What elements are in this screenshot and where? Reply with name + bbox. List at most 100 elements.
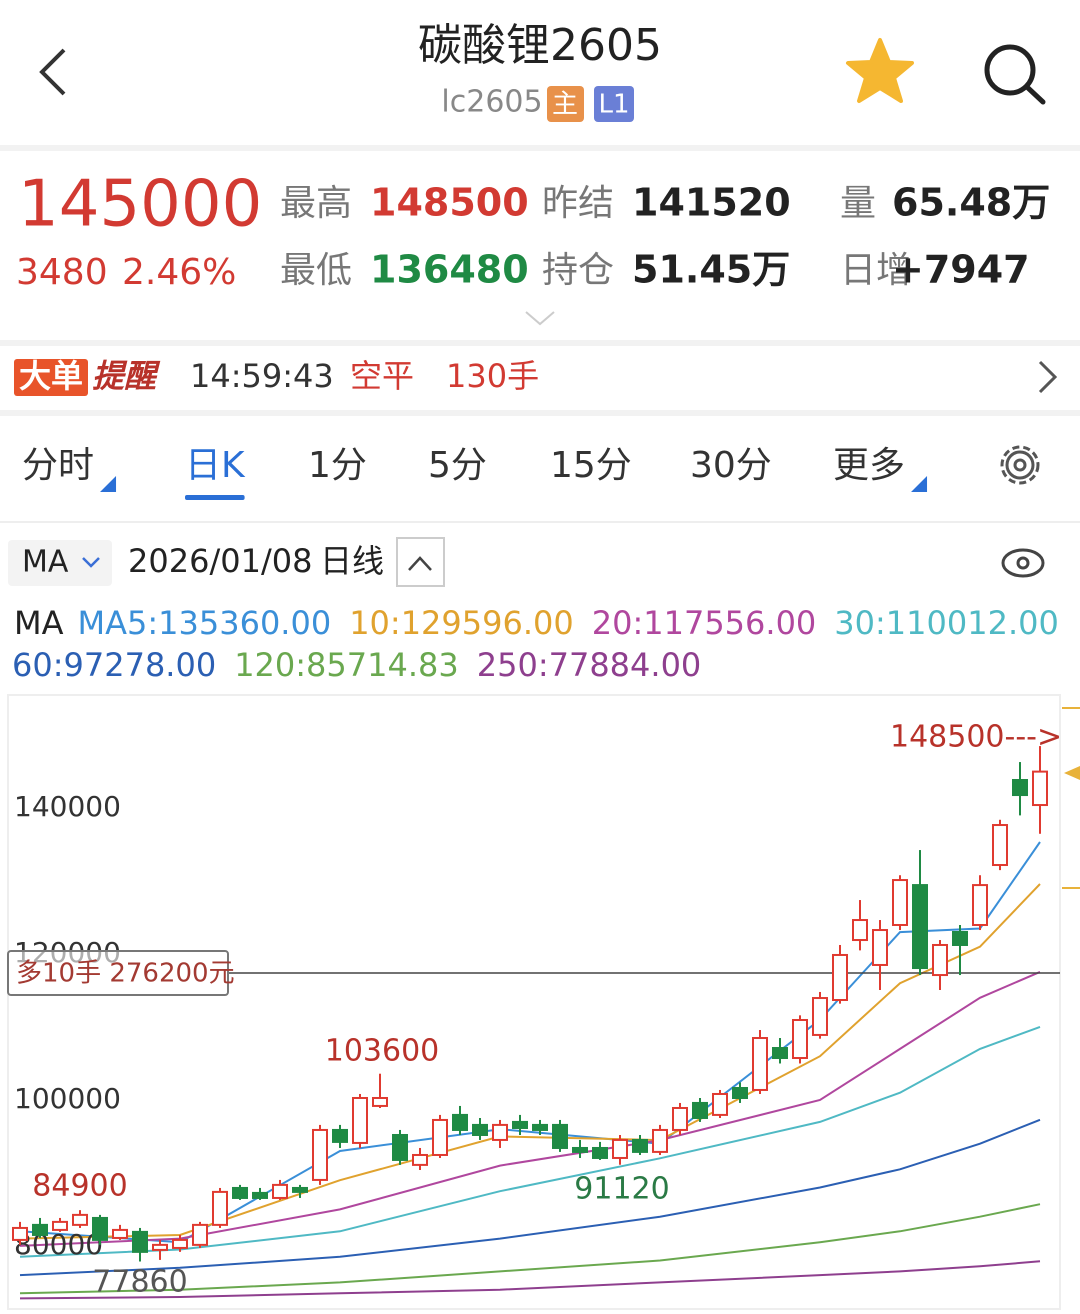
stat-label: 最高 (280, 183, 352, 224)
alert-label: 提醒 (92, 357, 161, 395)
dropdown-caret (82, 557, 100, 568)
candle-body (932, 943, 948, 977)
gear (1005, 450, 1035, 480)
tab[interactable]: 15分 (550, 445, 632, 486)
ma-line (19, 1203, 1041, 1295)
search-handle (1024, 84, 1046, 105)
tab[interactable]: 30分 (690, 445, 772, 486)
chart-frame (7, 694, 1061, 1310)
indicator-select[interactable] (8, 540, 112, 586)
annotation: 84900 (32, 1169, 127, 1204)
stat-label: 持仓 (542, 250, 614, 291)
candle-body (252, 1191, 268, 1199)
gear (1013, 458, 1027, 472)
date: 2026/01/08 (128, 542, 312, 580)
annotation: 103600 (325, 1034, 440, 1069)
caret-up (408, 556, 432, 571)
search-icon[interactable] (984, 44, 1036, 96)
candle-body (612, 1138, 628, 1159)
y-tick-label: 100000 (14, 1082, 121, 1115)
tab[interactable]: 分时 (22, 445, 94, 486)
collapse-button[interactable] (396, 537, 445, 587)
legend-item: MA5:135360.00 (78, 604, 332, 642)
candle-body (512, 1120, 528, 1129)
tab[interactable]: 日K (185, 445, 246, 486)
candle-body (392, 1133, 408, 1161)
tabs: 分时 日K 1分 5分 15分 30分 更多 (22, 445, 928, 500)
change: 3480 (16, 252, 108, 293)
stat-value: 148500 (370, 181, 529, 225)
title: 碳酸锂2605 (418, 20, 662, 71)
candle-body (532, 1123, 548, 1131)
annotation: 148500---> (890, 720, 1062, 755)
candle-body (32, 1223, 48, 1236)
candle-body (892, 879, 908, 926)
legend-item: 120:85714.83 (234, 646, 459, 684)
candle-body (672, 1106, 688, 1131)
stat-value: 51.45万 (632, 248, 790, 292)
badge-text: L1 (598, 90, 629, 120)
candle-body (232, 1186, 248, 1199)
candle-body (92, 1216, 108, 1241)
stat-label: 量 (840, 183, 876, 224)
last-price: 145000 (18, 168, 262, 242)
candle-body (312, 1128, 328, 1181)
stat-value: 141520 (632, 181, 791, 225)
gear (1000, 445, 1040, 485)
divider (0, 340, 1080, 346)
candle-body (952, 930, 968, 946)
legend-item: 30:110012.00 (834, 604, 1059, 642)
annotation: 77860 (92, 1265, 187, 1300)
y-tick-label: 80000 (14, 1228, 103, 1261)
position-label: 多10手 276200元 (16, 959, 235, 989)
candle-body (1012, 779, 1028, 797)
position-box (7, 950, 229, 997)
edge-marker (1064, 766, 1080, 780)
candle-body (12, 1226, 28, 1241)
candle-body (872, 929, 888, 966)
candle-body (132, 1230, 148, 1253)
candle-body (632, 1138, 648, 1153)
legend-item: 20:117556.00 (592, 604, 817, 642)
expand-chevron[interactable] (525, 311, 555, 326)
alert-tag: 大单 (19, 357, 83, 395)
tab[interactable]: 更多 (833, 445, 905, 486)
code: lc2605 (441, 85, 542, 120)
candle-body (452, 1113, 468, 1131)
candle-body (732, 1086, 748, 1099)
candle-body (712, 1092, 728, 1116)
ma-line (19, 1025, 1041, 1258)
legend-item: 60:97278.00 (12, 646, 216, 684)
legend-item: 10:129596.00 (349, 604, 574, 642)
candle-body (152, 1243, 168, 1251)
candle-body (52, 1220, 68, 1231)
tab[interactable]: 1分 (308, 445, 367, 486)
candle-body (432, 1118, 448, 1156)
candle-body (352, 1096, 368, 1144)
candle-body (792, 1018, 808, 1060)
alert-more[interactable] (1038, 360, 1058, 394)
candle-body (692, 1101, 708, 1119)
eye-icon[interactable] (1001, 548, 1045, 578)
favorite-star[interactable] (846, 38, 914, 103)
candle-body (72, 1213, 88, 1226)
ma-line (19, 1118, 1041, 1277)
badge (594, 86, 634, 122)
candle-body (172, 1238, 188, 1249)
alert-time: 14:59:43 (190, 357, 334, 395)
settings-icon[interactable] (1000, 445, 1040, 485)
candle-body (972, 884, 988, 926)
candle-body (412, 1153, 428, 1166)
stat-value: 136480 (370, 248, 529, 292)
candle-body (752, 1037, 768, 1091)
divider (0, 410, 1080, 416)
stat-value: 65.48万 (892, 181, 1050, 225)
candlestick-chart: 80000100000120000140000多10手 276200元14850… (7, 720, 1062, 1300)
tab[interactable]: 5分 (428, 445, 487, 486)
back-button[interactable] (39, 48, 66, 96)
candle-body (292, 1186, 308, 1193)
alert-tag-box (14, 359, 88, 396)
candle-body (552, 1123, 568, 1149)
